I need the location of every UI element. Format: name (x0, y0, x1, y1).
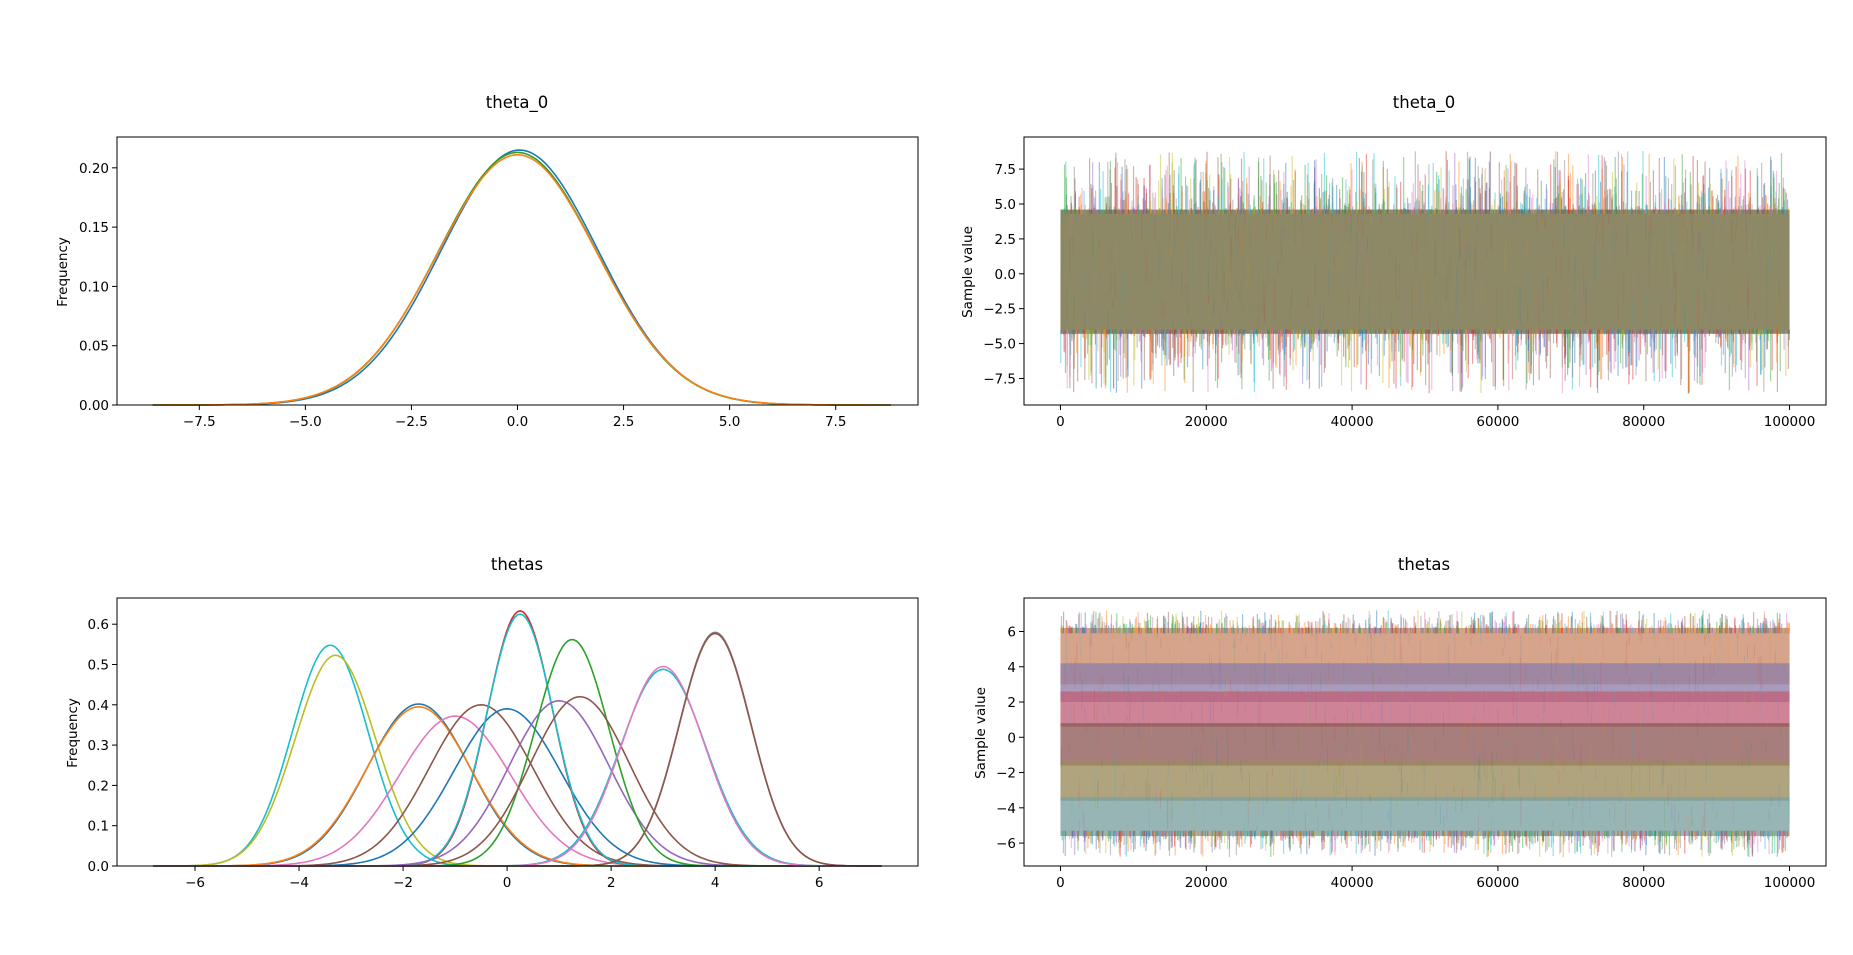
trace-band-4 (1060, 761, 1790, 801)
trace-band-2 (1060, 691, 1790, 727)
y-tick-label: 0.3 (88, 738, 109, 754)
theta0-density-plot (152, 149, 891, 406)
theta0-density-axes: −7.5 −5.0 −2.5 0.0 2.5 5.0 7.5 0.00 0.05 0.10 0.15… (79, 136, 919, 430)
theta0-trace-axes: 0 20000 40000 60000 80000 100000 −7.5 −5.0 −2.5 0… (983, 136, 1827, 430)
x-tick-label: 100000 (1764, 414, 1816, 430)
y-tick-label: −6 (996, 836, 1016, 852)
x-tick-label: 4 (711, 875, 720, 891)
thetas-density-ylabel: Frequency (65, 698, 81, 768)
plot-frame (1023, 136, 1827, 406)
x-tick-label: 20000 (1185, 875, 1228, 891)
x-tick-label: 60000 (1476, 875, 1519, 891)
trace-core-band (1060, 209, 1790, 334)
x-tick-label: −6 (185, 875, 205, 891)
thetas-trace-ylabel: Sample value (973, 687, 989, 779)
x-tick-label: 60000 (1476, 414, 1519, 430)
y-tick-label: 0.00 (79, 398, 109, 414)
plot-frame (116, 597, 919, 867)
y-tick-label: −2.5 (983, 302, 1016, 318)
y-tick-label: 0 (1007, 730, 1016, 746)
x-tick-label: 100000 (1764, 875, 1816, 891)
y-tick-label: 0.1 (88, 819, 109, 835)
theta0-trace-title: theta_0 (1393, 93, 1455, 113)
x-tick-label: 80000 (1622, 875, 1665, 891)
y-tick-label: 0.6 (88, 617, 109, 633)
x-tick-label: 5.0 (719, 414, 740, 430)
y-tick-label: 0.5 (88, 657, 109, 673)
x-tick-label: −2 (393, 875, 413, 891)
y-tick-label: 0.0 (995, 267, 1016, 283)
y-tick-label: 0.2 (88, 778, 109, 794)
y-tick-label: 0.4 (88, 698, 109, 714)
x-tick-label: −2.5 (395, 414, 428, 430)
y-tick-label: 6 (1007, 625, 1016, 641)
y-tick-label: 0.0 (88, 859, 109, 875)
theta0-trace-panel: theta_0 Sample value 0 20000 40000 60000 800… (960, 93, 1827, 430)
x-tick-label: 2.5 (613, 414, 634, 430)
y-tick-label: 4 (1007, 660, 1016, 676)
y-tick-label: −4 (996, 801, 1016, 817)
x-tick-label: 40000 (1331, 414, 1374, 430)
x-tick-label: −7.5 (183, 414, 216, 430)
x-tick-label: −5.0 (289, 414, 322, 430)
thetas-density-title: thetas (491, 555, 543, 574)
theta0-density-title: theta_0 (486, 93, 548, 113)
thetas-trace-panel: thetas Sample value 0 20000 40000 60000 8000… (973, 555, 1827, 891)
plot-frame (1023, 597, 1827, 867)
x-tick-label: −4 (289, 875, 309, 891)
density-series-line-2 (152, 154, 891, 406)
theta0-density-panel: theta_0 Frequency −7.5 −5.0 −2.5 0.0 2.5 5.0 7… (55, 93, 919, 430)
thetas-trace-plot (1060, 610, 1791, 858)
x-tick-label: 20000 (1185, 414, 1228, 430)
y-tick-label: 0.05 (79, 339, 109, 355)
x-tick-label: 0.0 (507, 414, 528, 430)
x-tick-label: 2 (607, 875, 616, 891)
y-tick-label: 2 (1007, 695, 1016, 711)
x-tick-label: 7.5 (825, 414, 846, 430)
y-tick-label: −5.0 (983, 337, 1016, 353)
y-tick-label: 0.20 (79, 161, 109, 177)
y-tick-label: −7.5 (983, 371, 1016, 387)
trace-band-5 (1060, 797, 1790, 837)
theta0-trace-ylabel: Sample value (960, 226, 976, 318)
y-tick-label: 0.15 (79, 220, 109, 236)
theta0-trace-plot (1060, 150, 1790, 394)
thetas-density-axes: −6 −4 −2 0 2 4 6 0.0 0.1 0.2 0.3 0.4 0.5 0.6 (88, 597, 919, 891)
y-tick-label: 5.0 (995, 197, 1016, 213)
y-tick-label: 7.5 (995, 162, 1016, 178)
x-tick-label: 0 (1056, 875, 1065, 891)
y-tick-label: −2 (996, 766, 1016, 782)
thetas-trace-axes: 0 20000 40000 60000 80000 100000 −6 −4 −2 0 2 4 6 (996, 597, 1827, 891)
x-tick-label: 6 (815, 875, 824, 891)
x-tick-label: 0 (1056, 414, 1065, 430)
x-tick-label: 40000 (1331, 875, 1374, 891)
trace-band-3 (1060, 723, 1790, 766)
x-tick-label: 0 (503, 875, 512, 891)
theta0-density-ylabel: Frequency (55, 237, 71, 307)
y-tick-label: 0.10 (79, 279, 109, 295)
thetas-density-panel: thetas Frequency −6 −4 −2 0 2 4 6 0.0 0.1 0.2 0.3 0… (65, 555, 919, 891)
x-tick-label: 80000 (1622, 414, 1665, 430)
y-tick-label: 2.5 (995, 232, 1016, 248)
thetas-trace-title: thetas (1398, 555, 1450, 574)
